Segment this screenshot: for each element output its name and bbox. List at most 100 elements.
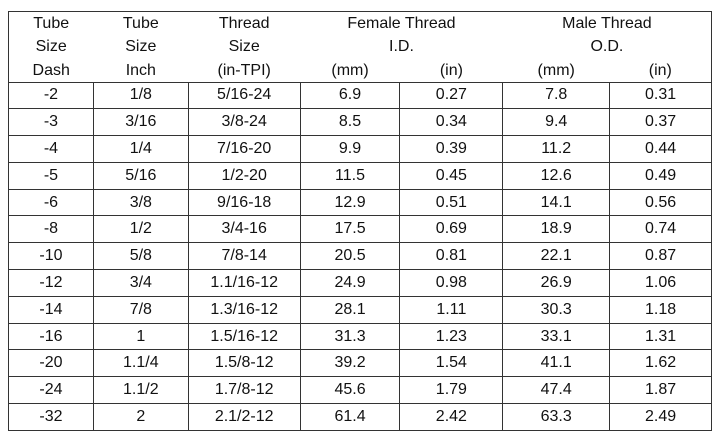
table-cell: 1.11 — [399, 295, 504, 324]
table-cell: 0.69 — [399, 215, 504, 244]
table-row: -24 1.1/2 1.7/8-12 45.6 1.79 47.4 1.87 — [8, 376, 712, 405]
table-cell: -6 — [8, 188, 94, 217]
table-cell: 7/16-20 — [187, 135, 301, 163]
table-cell: 2.42 — [399, 403, 504, 431]
table-cell: 11.5 — [299, 161, 401, 190]
table-cell: 3/4-16 — [187, 215, 301, 244]
table-cell: 1/4 — [92, 135, 189, 163]
header-unit: (in) — [399, 58, 503, 83]
header-text: Size — [8, 35, 94, 59]
header-tube-size-dash: Tube — [8, 11, 94, 35]
table-cell: 1 — [92, 322, 189, 351]
table-cell: 8.5 — [299, 108, 401, 137]
table-cell: 1.5/16-12 — [187, 322, 301, 351]
table-cell: 2.1/2-12 — [187, 403, 301, 431]
table-cell: -10 — [8, 242, 94, 271]
table-cell: 9/16-18 — [187, 188, 301, 217]
header-thread-size: Thread — [188, 11, 301, 35]
table-cell: 1.18 — [609, 295, 712, 324]
table-cell: 17.5 — [299, 215, 401, 244]
table-cell: 6.9 — [299, 81, 401, 110]
table-row: -8 1/2 3/4-16 17.5 0.69 18.9 0.74 — [8, 215, 712, 244]
table-cell: 7/8-14 — [187, 242, 301, 271]
header-text: Inch — [93, 58, 189, 83]
table-cell: 63.3 — [502, 403, 611, 431]
table-cell: 0.49 — [609, 161, 712, 190]
table-cell: 1/2 — [92, 215, 189, 244]
table-row: -6 3/8 9/16-18 12.9 0.51 14.1 0.56 — [8, 188, 712, 217]
table-cell: -5 — [8, 161, 94, 190]
table-cell: 39.2 — [299, 349, 401, 378]
table-cell: 2 — [92, 403, 189, 431]
header-unit: (mm) — [502, 58, 610, 83]
table-cell: -16 — [8, 322, 94, 351]
table-cell: 0.34 — [399, 108, 504, 137]
table-row: -3 3/16 3/8-24 8.5 0.34 9.4 0.37 — [8, 108, 712, 137]
table-cell: 12.6 — [502, 161, 611, 190]
table-cell: 31.3 — [299, 322, 401, 351]
table-cell: 45.6 — [299, 376, 401, 405]
table-cell: 22.1 — [502, 242, 611, 271]
header-text: I.D. — [389, 38, 414, 56]
table-cell: 1.1/2 — [92, 376, 189, 405]
table-cell: 0.51 — [399, 188, 504, 217]
table-cell: 5/16 — [92, 161, 189, 190]
table-cell: 3/16 — [92, 108, 189, 137]
table-row: -14 7/8 1.3/16-12 28.1 1.11 30.3 1.18 — [8, 295, 712, 324]
table-cell: 5/8 — [92, 242, 189, 271]
table-row: -10 5/8 7/8-14 20.5 0.81 22.1 0.87 — [8, 242, 712, 271]
table-body: -2 1/8 5/16-24 6.9 0.27 7.8 0.31 -3 3/16 3/8-24 8.… — [8, 81, 712, 431]
table-row: -12 3/4 1.1/16-12 24.9 0.98 26.9 1.06 — [8, 269, 712, 297]
header-unit: (in) — [609, 58, 712, 83]
table-cell: 0.31 — [609, 81, 712, 110]
table-cell: 0.81 — [399, 242, 504, 271]
table-cell: -3 — [8, 108, 94, 137]
table-cell: 5/16-24 — [187, 81, 301, 110]
table-row: -32 2 2.1/2-12 61.4 2.42 63.3 2.49 — [8, 403, 712, 431]
table-cell: 1.31 — [609, 322, 712, 351]
tube-thread-table: Tube Tube Thread Female Thread Male Thre… — [8, 11, 712, 431]
table-cell: 1.06 — [609, 269, 712, 297]
header-unit: (mm) — [300, 58, 400, 83]
table-cell: 9.9 — [299, 135, 401, 163]
table-cell: 1.23 — [399, 322, 504, 351]
table-cell: 20.5 — [299, 242, 401, 271]
table-row: -16 1 1.5/16-12 31.3 1.23 33.1 1.31 — [8, 322, 712, 351]
table-cell: 61.4 — [299, 403, 401, 431]
table-cell: 1.1/16-12 — [187, 269, 301, 297]
table-row: -4 1/4 7/16-20 9.9 0.39 11.2 0.44 — [8, 135, 712, 163]
table-cell: 1.87 — [609, 376, 712, 405]
table-cell: 0.44 — [609, 135, 712, 163]
table-cell: -12 — [8, 269, 94, 297]
table-cell: 14.1 — [502, 188, 611, 217]
header-text: Dash — [8, 58, 94, 83]
table-cell: 9.4 — [502, 108, 611, 137]
table-cell: -14 — [8, 295, 94, 324]
table-cell: 47.4 — [502, 376, 611, 405]
header-female-thread: Female Thread — [300, 11, 503, 35]
table-cell: 0.39 — [399, 135, 504, 163]
table-row: -2 1/8 5/16-24 6.9 0.27 7.8 0.31 — [8, 81, 712, 110]
header-text: Size — [125, 38, 157, 56]
table-cell: 0.56 — [609, 188, 712, 217]
table-cell: 30.3 — [502, 295, 611, 324]
table-cell: 0.45 — [399, 161, 504, 190]
table-cell: 0.98 — [399, 269, 504, 297]
table-cell: 18.9 — [502, 215, 611, 244]
table-row: -5 5/16 1/2-20 11.5 0.45 12.6 0.49 — [8, 161, 712, 190]
table-cell: 0.27 — [399, 81, 504, 110]
table-cell: -4 — [8, 135, 94, 163]
table-cell: 41.1 — [502, 349, 611, 378]
table-row: -20 1.1/4 1.5/8-12 39.2 1.54 41.1 1.62 — [8, 349, 712, 378]
table-cell: 0.74 — [609, 215, 712, 244]
header-male-thread: Male Thread — [502, 11, 712, 35]
table-cell: 0.37 — [609, 108, 712, 137]
table-cell: -20 — [8, 349, 94, 378]
table-cell: 28.1 — [299, 295, 401, 324]
header-tube-size-inch: Tube — [93, 11, 189, 35]
table-cell: 1.54 — [399, 349, 504, 378]
header-text: (in-TPI) — [188, 58, 301, 83]
table-cell: -2 — [8, 81, 94, 110]
table-cell: 7/8 — [92, 295, 189, 324]
header-text: Size — [228, 38, 260, 56]
